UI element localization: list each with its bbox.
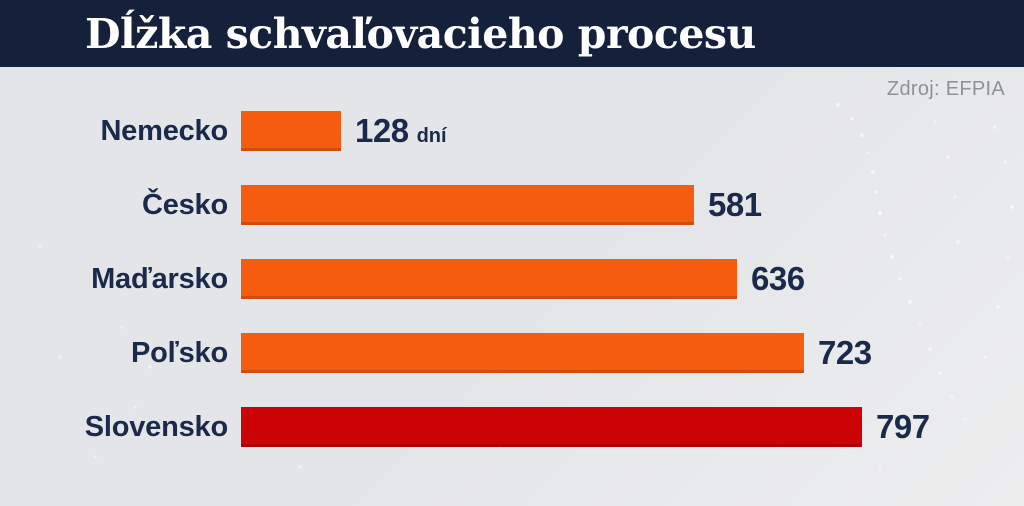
bar [241, 185, 694, 225]
bar-value-group: 723 [818, 334, 872, 372]
bar-chart: Nemecko 128 dní Česko 581 Maďarsko 636 P… [48, 111, 930, 447]
bar [241, 259, 737, 299]
chart-row: Česko 581 [48, 185, 930, 225]
chart-row: Slovensko 797 [48, 407, 930, 447]
bar [241, 111, 341, 151]
bar-value-group: 797 [876, 408, 930, 446]
bar-value: 636 [751, 260, 805, 297]
bar-value: 797 [876, 408, 930, 445]
bar-label: Slovensko [84, 410, 228, 443]
bar-unit: dní [416, 125, 447, 147]
header-bar: Dĺžka schvaľovacieho procesu [0, 0, 1024, 67]
bar-value-group: 581 [708, 186, 762, 224]
bar-value: 723 [818, 334, 872, 371]
chart-row: Maďarsko 636 [48, 259, 930, 299]
chart-title: Dĺžka schvaľovacieho procesu [85, 9, 756, 58]
chart-row: Poľsko 723 [48, 333, 930, 373]
bar-label: Maďarsko [91, 262, 228, 295]
bar-label: Poľsko [130, 336, 228, 369]
bar-value: 128 [355, 112, 409, 149]
bar-value-group: 128 dní [355, 112, 447, 150]
bar-value-group: 636 [751, 260, 805, 298]
bar-value: 581 [708, 186, 762, 223]
bar-label: Česko [141, 188, 228, 221]
source-credit: Zdroj: EFPIA [886, 78, 1005, 100]
bar-label: Nemecko [100, 114, 228, 147]
chart-row: Nemecko 128 dní [48, 111, 930, 151]
bar [241, 333, 804, 373]
bar [241, 407, 862, 447]
